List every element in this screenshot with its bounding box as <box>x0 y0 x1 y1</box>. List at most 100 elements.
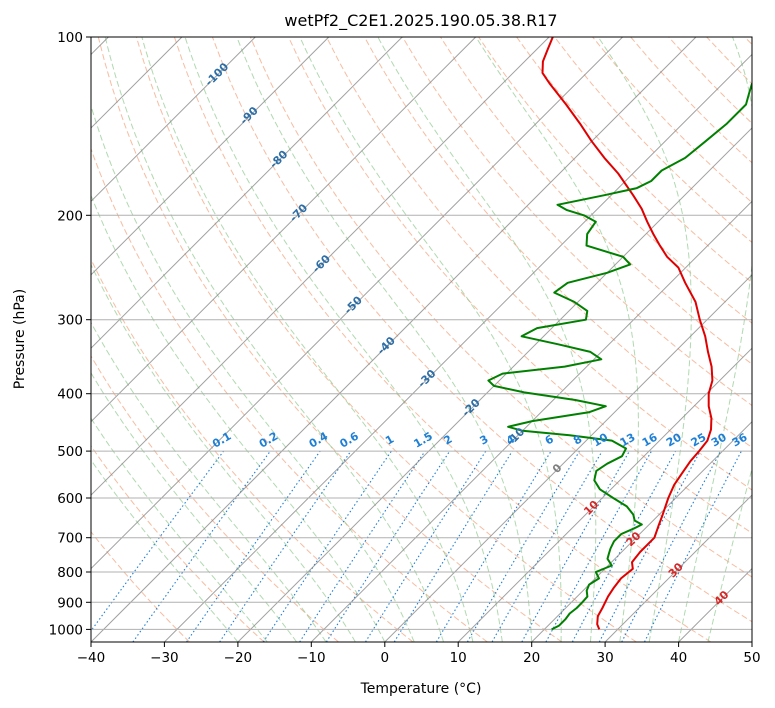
mixing-ratio-line <box>521 450 630 642</box>
y-tick-label: 800 <box>57 565 83 581</box>
mixing-ratio-line <box>219 450 352 642</box>
x-tick-label: 10 <box>450 650 467 666</box>
y-tick-label: 300 <box>57 313 83 329</box>
profile-line <box>541 37 714 630</box>
isotherm-label: -90 <box>238 104 261 127</box>
mixing-ratio-line <box>299 450 426 642</box>
moist-adiabat-line <box>299 37 562 642</box>
moist-adiabat-line <box>184 37 503 642</box>
isotherm-label: -100 <box>203 60 232 89</box>
x-tick-label: −10 <box>297 650 326 666</box>
moist-adiabat-line <box>91 321 327 642</box>
mixing-ratio-label: 1.5 <box>412 430 435 451</box>
mixing-ratio-label: 0.1 <box>210 430 233 451</box>
dry-adiabat-line <box>440 37 752 365</box>
mixing-ratio-labels: 0.1 0.2 0.4 0.6 1 1.5 2 3 4 6 8 10 13 16 20 25 30 36 <box>210 429 750 450</box>
skewed-isotherm-line <box>91 37 697 642</box>
moist-adiabat-line <box>91 104 415 642</box>
mixing-ratio-line <box>132 450 271 642</box>
mixing-ratio-line <box>644 450 742 642</box>
moist-adiabat-line <box>91 372 298 642</box>
isotherm-label: -50 <box>342 293 365 316</box>
y-axis-label: Pressure (hPa) <box>12 289 28 389</box>
x-axis: −40 −30 −20 −10 0 10 20 30 40 50 <box>77 642 761 666</box>
mixing-ratio-line <box>393 450 513 642</box>
dry-adiabat-line <box>249 37 752 578</box>
dry-adiabat-line <box>173 37 712 642</box>
y-axis: 100 200 300 400 500 600 700 800 900 1000 <box>49 30 91 638</box>
x-tick-label: −30 <box>150 650 179 666</box>
skewed-isotherm-line <box>237 127 752 642</box>
mixing-ratio-label: 0.6 <box>337 429 361 450</box>
moist-adiabat-line <box>91 417 268 642</box>
skewed-isotherm-line <box>164 53 752 642</box>
moist-adiabat-line <box>475 37 639 642</box>
isotherm-label: 40 <box>712 588 732 608</box>
mixing-ratio-line <box>598 450 701 642</box>
mixing-ratio-line <box>435 450 552 642</box>
isotherm-label: -40 <box>375 334 398 357</box>
dry-adiabat-line <box>91 258 414 642</box>
y-tick-label: 900 <box>57 595 83 611</box>
skewed-isotherm-line <box>604 494 752 642</box>
moist-adiabat-line <box>91 459 239 642</box>
moist-adiabat-line <box>104 37 444 642</box>
isotherm-label: -60 <box>310 252 333 275</box>
x-tick-label: 0 <box>381 650 390 666</box>
x-axis-label: Temperature (°C) <box>360 681 482 697</box>
dry-adiabat-line <box>478 37 752 324</box>
skewed-isotherm-line <box>91 37 330 276</box>
mixing-ratio-line <box>545 450 652 642</box>
dry-adiabat-line <box>402 37 752 407</box>
profile-line <box>487 81 752 631</box>
mixing-ratio-line <box>262 450 392 642</box>
skewed-isotherm-line <box>384 274 752 642</box>
skewed-isotherm-line <box>457 347 752 642</box>
dry-adiabat-line <box>288 37 752 534</box>
y-tick-label: 1000 <box>49 622 83 638</box>
dry-adiabat-line <box>91 355 339 642</box>
x-tick-label: 20 <box>523 650 540 666</box>
x-tick-label: 40 <box>670 650 687 666</box>
mixing-ratio-line <box>325 450 451 642</box>
x-tick-label: 30 <box>597 650 614 666</box>
dry-adiabat-line <box>97 37 563 642</box>
skewed-isotherm-line <box>310 200 752 642</box>
mixing-ratio-label: 8 <box>571 433 584 448</box>
skewed-isotherm-line <box>91 37 256 203</box>
skewed-isotherm-line <box>91 37 403 349</box>
isotherm-label: 10 <box>581 498 601 518</box>
mixing-ratio-line <box>365 450 487 642</box>
dry-adiabat-line <box>91 530 190 642</box>
mixing-ratio-label: 1 <box>383 433 396 448</box>
isotherm-label: -30 <box>415 367 438 390</box>
mixing-ratio-label: 0.2 <box>257 430 280 451</box>
skewed-isotherm-line <box>531 420 752 642</box>
moist-adiabat-line <box>678 37 752 642</box>
skewed-isotherm-line <box>91 37 623 570</box>
x-tick-label: −40 <box>77 650 106 666</box>
dry-adiabat-line <box>326 37 752 491</box>
y-tick-label: 200 <box>57 208 83 224</box>
mixing-ratio-line <box>571 450 677 642</box>
background-lines <box>91 37 752 642</box>
mixing-ratio-label: 30 <box>709 430 729 449</box>
dry-adiabat-line <box>516 37 752 284</box>
isotherm-label: -80 <box>267 148 290 171</box>
sounding-profiles <box>487 37 752 631</box>
dry-adiabat-line <box>91 445 265 642</box>
skewed-isotherm-line <box>91 37 477 423</box>
skewed-isotherm-line <box>91 37 550 496</box>
dry-adiabat-line <box>744 37 752 46</box>
chart-title: wetPf2_C2E1.2025.190.05.38.R17 <box>284 11 557 31</box>
dry-adiabat-line <box>592 37 752 204</box>
y-tick-label: 700 <box>57 531 83 547</box>
dry-adiabat-line <box>135 37 637 642</box>
x-tick-label: −20 <box>224 650 253 666</box>
x-tick-label: 50 <box>743 650 760 666</box>
mixing-ratio-label: 16 <box>640 430 660 449</box>
y-tick-label: 100 <box>57 30 83 46</box>
moist-adiabat-line <box>91 194 386 642</box>
